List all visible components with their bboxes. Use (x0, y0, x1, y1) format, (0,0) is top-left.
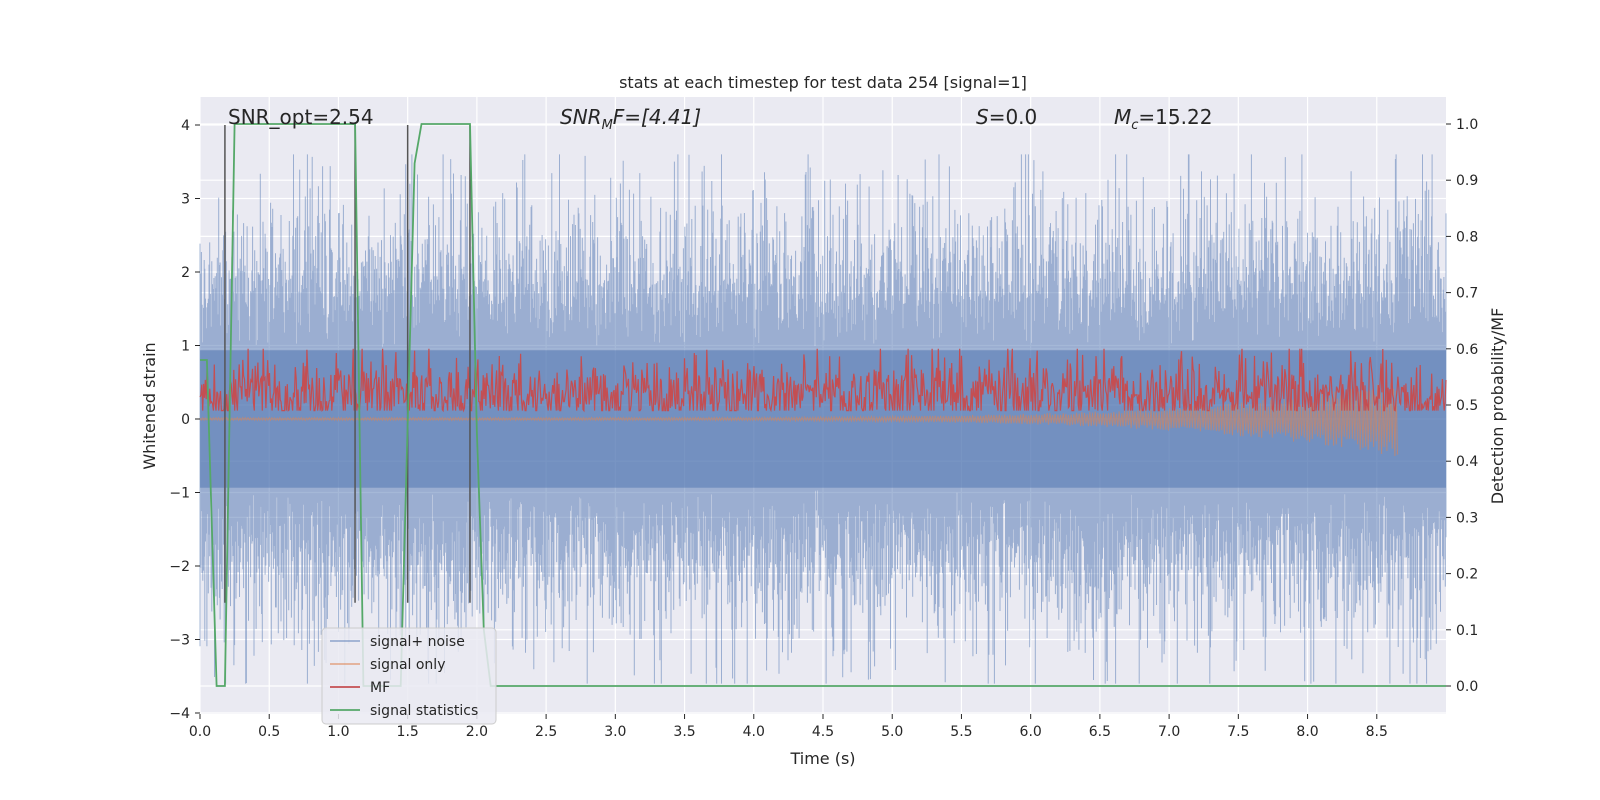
y-left-axis-label: Whitened strain (140, 342, 159, 469)
y-left-tick-label: 4 (181, 118, 190, 134)
legend-label: signal only (370, 657, 445, 673)
y-right-tick-label: 0.7 (1456, 286, 1478, 302)
y-right-tick-label: 0.0 (1456, 679, 1478, 695)
annotation-snr-mf: SNRMF=[4.41] (560, 105, 701, 133)
series-layer (199, 123, 1447, 687)
x-tick-label: 5.0 (881, 724, 903, 740)
x-tick-label: 6.0 (1020, 724, 1042, 740)
series-signal-only (199, 382, 1398, 457)
y-right-tick-label: 0.8 (1456, 229, 1478, 245)
x-tick-label: 1.5 (397, 724, 419, 740)
x-tick-label: 3.0 (604, 724, 626, 740)
y-right-tick-label: 0.9 (1456, 173, 1478, 189)
x-tick-labels: 0.0 0.5 1.0 1.5 2.0 2.5 3.0 3.5 4.0 4.5 5.0 5.5 6.0 6… (189, 714, 1388, 740)
annotation-snr-opt: SNR_opt=2.54 (228, 105, 374, 129)
y-left-tick-label: 1 (181, 339, 190, 355)
y-left-tick-label: 3 (181, 192, 190, 208)
legend: signal+ noise signal only MF signal statist… (321, 627, 497, 725)
y-right-tick-label: 0.6 (1456, 342, 1478, 358)
y-right-tick-label: 0.2 (1456, 567, 1478, 583)
legend-label: signal statistics (370, 703, 478, 719)
y-left-tick-label: −4 (169, 706, 190, 722)
y-left-tick-label: −2 (169, 559, 190, 575)
x-tick-label: 8.5 (1366, 724, 1388, 740)
x-tick-label: 6.5 (1089, 724, 1111, 740)
x-tick-label: 4.5 (812, 724, 834, 740)
x-tick-label: 1.0 (327, 724, 349, 740)
y-right-tick-label: 1.0 (1456, 117, 1478, 133)
x-tick-label: 7.5 (1227, 724, 1249, 740)
y-left-tick-label: −1 (169, 486, 190, 502)
x-tick-label: 7.0 (1158, 724, 1180, 740)
y-right-axis-label: Detection probability/MF (1488, 308, 1507, 505)
y-right-tick-label: 0.3 (1456, 510, 1478, 526)
x-tick-label: 0.5 (258, 724, 280, 740)
legend-label: signal+ noise (370, 634, 465, 650)
x-tick-label: 8.0 (1296, 724, 1318, 740)
legend-box (321, 627, 497, 725)
x-tick-label: 0.0 (189, 724, 211, 740)
y-left-tick-labels: −4 −3 −2 −1 0 1 2 3 4 (169, 118, 200, 722)
annotation-mc: Mc=15.22 (1114, 105, 1212, 133)
x-tick-label: 2.5 (535, 724, 557, 740)
y-left-tick-label: 0 (181, 412, 190, 428)
annotation-s: S=0.0 (976, 105, 1037, 129)
y-left-tick-label: 2 (181, 265, 190, 281)
legend-label: MF (370, 680, 390, 696)
x-tick-label: 5.5 (950, 724, 972, 740)
y-right-tick-label: 0.1 (1456, 623, 1478, 639)
x-tick-label: 3.5 (673, 724, 695, 740)
x-tick-label: 4.0 (743, 724, 765, 740)
legend-items: signal+ noise signal only MF signal statist… (330, 634, 478, 719)
x-axis-label: Time (s) (789, 749, 855, 768)
y-right-tick-label: 0.4 (1456, 454, 1478, 470)
y-right-tick-label: 0.5 (1456, 398, 1478, 414)
y-left-tick-label: −3 (169, 633, 190, 649)
y-right-tick-labels: 0.0 0.1 0.2 0.3 0.4 0.5 0.6 0.7 0.8 0.9 1.0 (1446, 117, 1478, 695)
chart-title: stats at each timestep for test data 254… (619, 73, 1027, 92)
x-tick-label: 2.0 (466, 724, 488, 740)
